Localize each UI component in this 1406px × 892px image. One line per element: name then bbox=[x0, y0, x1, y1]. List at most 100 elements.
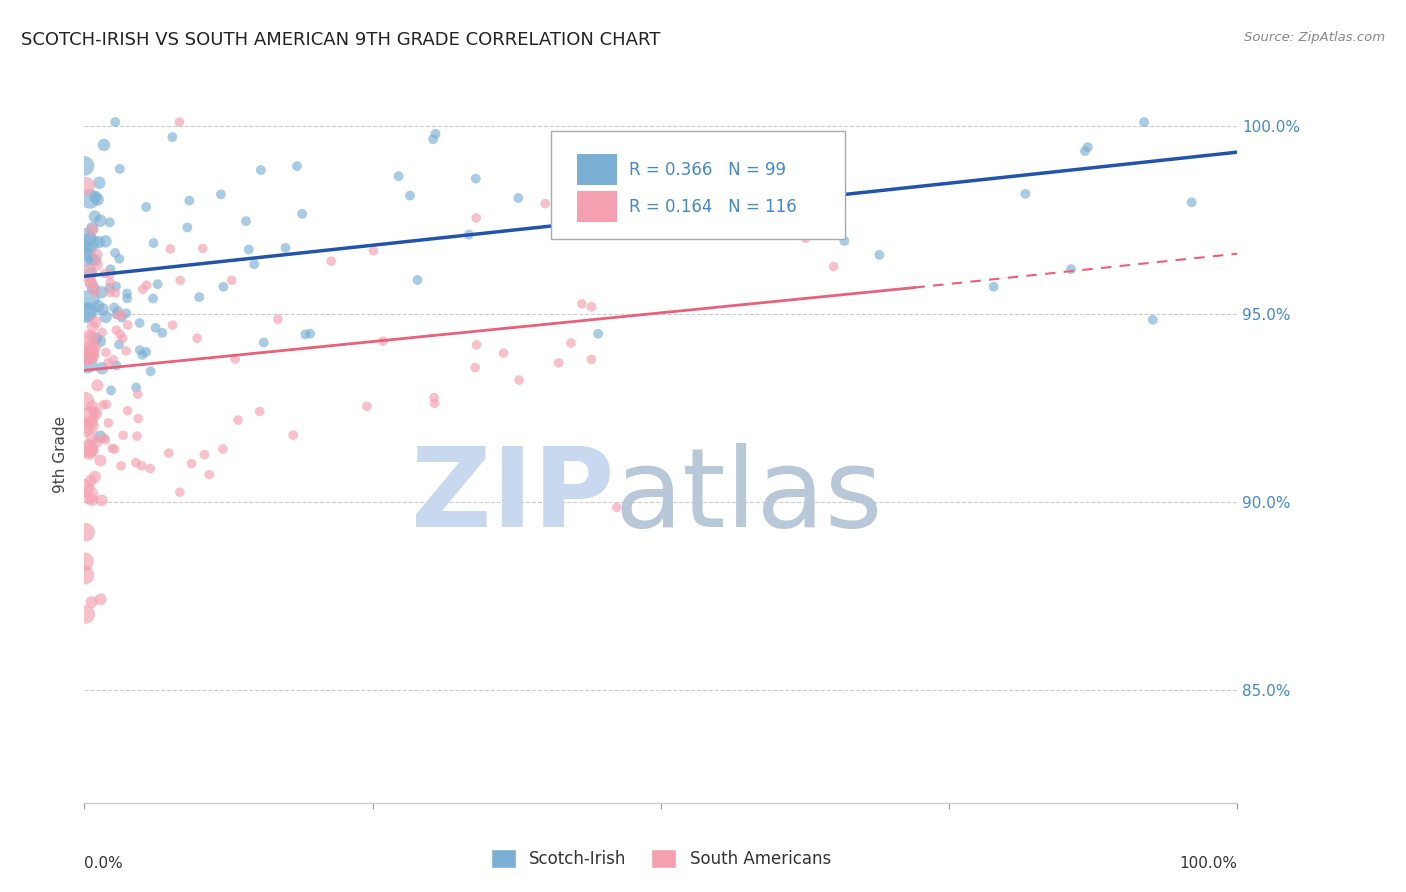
Point bbox=[75, 350, 97, 364]
Point bbox=[112, 428, 135, 442]
Point bbox=[107, 308, 129, 322]
Point bbox=[823, 260, 845, 274]
Point bbox=[104, 245, 127, 260]
Point bbox=[82, 222, 104, 236]
Point bbox=[267, 312, 290, 326]
Text: 100.0%: 100.0% bbox=[1180, 856, 1237, 871]
Point bbox=[75, 244, 97, 258]
Point bbox=[464, 360, 486, 375]
Point bbox=[1142, 313, 1164, 327]
Point bbox=[79, 266, 101, 280]
Point bbox=[91, 361, 114, 376]
Bar bbox=[576, 191, 617, 222]
Point bbox=[80, 277, 103, 291]
Point bbox=[1014, 186, 1036, 201]
Point bbox=[150, 326, 173, 340]
Point bbox=[581, 300, 603, 314]
Point bbox=[108, 252, 131, 266]
Point bbox=[198, 467, 221, 482]
Point bbox=[103, 352, 125, 367]
Point bbox=[73, 394, 96, 409]
Point bbox=[86, 247, 108, 261]
Point bbox=[224, 351, 246, 366]
Point bbox=[492, 346, 515, 360]
Point bbox=[75, 179, 97, 194]
Point bbox=[77, 332, 100, 346]
Point bbox=[94, 433, 117, 447]
Point bbox=[125, 429, 148, 443]
Point bbox=[135, 345, 157, 359]
Point bbox=[221, 273, 243, 287]
Point bbox=[79, 348, 101, 362]
Bar bbox=[576, 153, 617, 185]
Point bbox=[465, 211, 488, 225]
Point bbox=[94, 310, 117, 324]
Point bbox=[77, 442, 100, 456]
Point bbox=[108, 337, 131, 351]
Point bbox=[90, 285, 112, 300]
Point bbox=[249, 404, 271, 418]
Point bbox=[104, 115, 127, 129]
Point bbox=[105, 307, 128, 321]
Point bbox=[100, 262, 122, 277]
Point bbox=[283, 428, 305, 442]
Point bbox=[94, 235, 117, 249]
Point bbox=[77, 488, 100, 502]
Point bbox=[75, 231, 97, 245]
Y-axis label: 9th Grade: 9th Grade bbox=[53, 417, 69, 493]
Point bbox=[162, 130, 184, 145]
Point bbox=[79, 418, 101, 433]
Point bbox=[86, 193, 108, 207]
Text: Source: ZipAtlas.com: Source: ZipAtlas.com bbox=[1244, 31, 1385, 45]
Point bbox=[86, 378, 108, 392]
Point bbox=[135, 200, 157, 214]
Point bbox=[371, 334, 394, 348]
Point bbox=[105, 323, 128, 337]
Point bbox=[169, 485, 191, 500]
Point bbox=[73, 421, 96, 435]
Text: R = 0.366   N = 99: R = 0.366 N = 99 bbox=[628, 161, 786, 178]
Point bbox=[98, 276, 121, 290]
Point bbox=[89, 213, 111, 227]
Point bbox=[131, 458, 153, 473]
Point bbox=[212, 280, 235, 294]
Point bbox=[363, 244, 385, 258]
Point bbox=[117, 404, 139, 418]
Point bbox=[139, 461, 162, 475]
Text: R = 0.164   N = 116: R = 0.164 N = 116 bbox=[628, 197, 796, 216]
Point bbox=[84, 331, 107, 345]
Point bbox=[84, 469, 107, 483]
Point bbox=[76, 357, 98, 371]
Point bbox=[823, 151, 845, 165]
Point bbox=[76, 305, 98, 319]
Point bbox=[581, 352, 603, 367]
Point bbox=[73, 251, 96, 265]
Point bbox=[89, 429, 111, 443]
Point bbox=[508, 373, 530, 387]
Point bbox=[82, 280, 104, 294]
Point bbox=[586, 326, 609, 341]
Point bbox=[794, 231, 817, 245]
Point bbox=[1181, 195, 1204, 210]
Point bbox=[834, 234, 856, 248]
Text: SCOTCH-IRISH VS SOUTH AMERICAN 9TH GRADE CORRELATION CHART: SCOTCH-IRISH VS SOUTH AMERICAN 9TH GRADE… bbox=[21, 31, 661, 49]
Point bbox=[80, 595, 103, 609]
Point bbox=[93, 138, 115, 153]
Point bbox=[188, 290, 211, 304]
Point bbox=[80, 399, 103, 413]
Point bbox=[108, 327, 131, 342]
Point bbox=[75, 607, 97, 622]
Point bbox=[209, 187, 232, 202]
Point bbox=[547, 356, 569, 370]
Point bbox=[98, 285, 121, 300]
Point bbox=[571, 297, 593, 311]
Point bbox=[97, 416, 120, 430]
Point bbox=[169, 273, 191, 287]
Point bbox=[84, 315, 107, 329]
Point bbox=[79, 235, 101, 250]
Point bbox=[79, 343, 101, 358]
Point bbox=[464, 171, 486, 186]
Point bbox=[111, 310, 134, 325]
Point bbox=[87, 299, 110, 313]
Point bbox=[83, 210, 105, 224]
